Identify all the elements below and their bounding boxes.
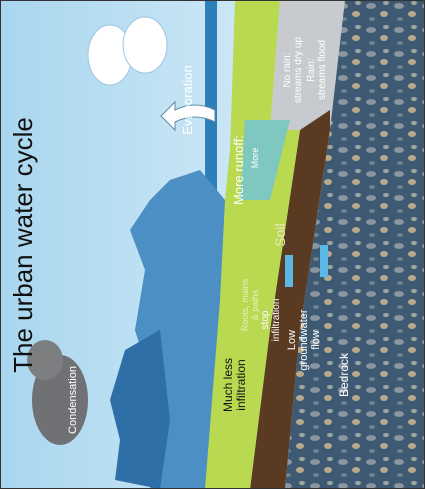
line: streams dry up [293,36,304,103]
line: Rain: [306,58,317,81]
line: Roots, mains [240,278,250,331]
label: Much lessinfiltration [221,358,248,412]
line: infiltration [234,359,248,410]
line: & paths [250,289,260,320]
label: Evaporation [180,65,195,134]
title: The urban water cycle [8,117,38,373]
label: More runoff: [231,135,246,205]
line: stop [260,310,271,329]
label: More [250,148,260,169]
label: Condensation [67,366,79,434]
line: groundwater [298,309,310,370]
label: Soil [272,223,288,246]
line: No rain: [282,52,293,87]
diagram: The urban water cycle Condensation Evapo… [0,0,425,489]
line: streams flood [317,40,328,100]
line: Low [286,330,298,350]
label: Bedrock [337,352,351,397]
line: Much less [221,358,235,412]
line: infiltration [271,299,282,342]
line: flow [310,330,322,350]
background [0,0,425,489]
